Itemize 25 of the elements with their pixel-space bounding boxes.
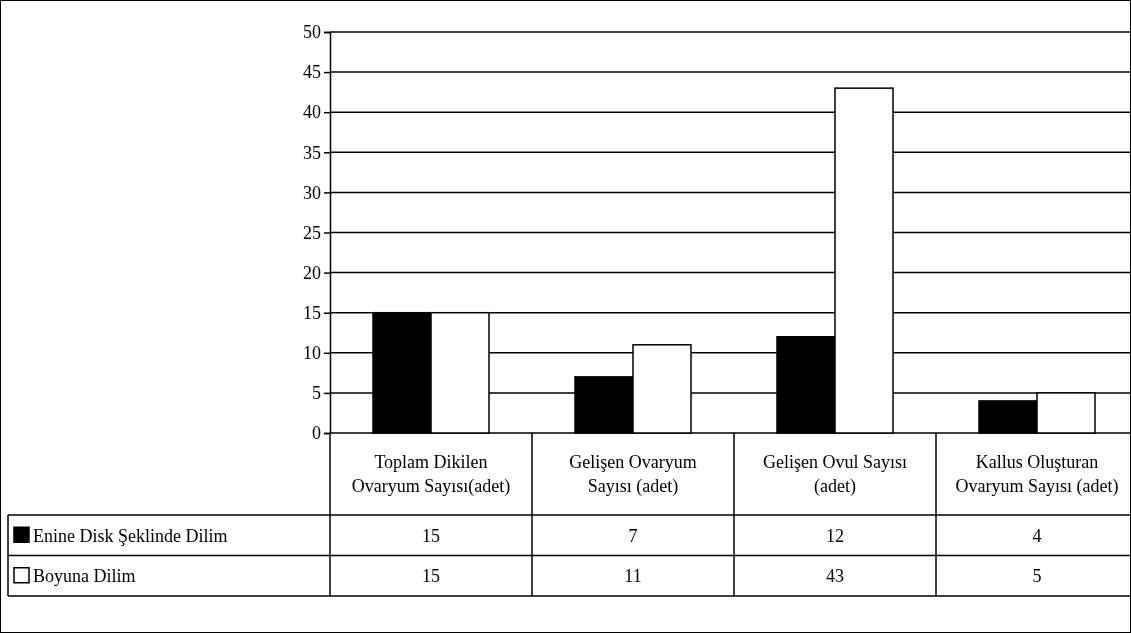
data-label: 4 bbox=[1032, 525, 1042, 546]
data-label: 12 bbox=[826, 525, 844, 546]
data-label: 15 bbox=[422, 566, 440, 587]
y-tick-label: 45 bbox=[303, 62, 321, 83]
legend-label: Enine Disk Şeklinde Dilim bbox=[33, 525, 228, 546]
y-tick-label: 10 bbox=[303, 343, 321, 364]
x-tick-label: Toplam Dikilen Ovaryum Sayısı(adet) bbox=[351, 452, 511, 498]
data-label: 11 bbox=[624, 566, 642, 587]
data-label: 15 bbox=[422, 525, 440, 546]
y-tick-label: 20 bbox=[303, 262, 321, 283]
legend-label: Boyuna Dilim bbox=[33, 566, 136, 587]
y-tick-label: 0 bbox=[312, 423, 321, 444]
y-tick-label: 15 bbox=[303, 302, 321, 323]
data-label: 43 bbox=[826, 566, 844, 587]
y-tick-label: 25 bbox=[303, 222, 321, 243]
x-tick-label: Kallus Oluşturan Ovaryum Sayısı (adet) bbox=[955, 452, 1119, 498]
x-tick-label: Gelişen Ovaryum Sayısı (adet) bbox=[569, 452, 697, 498]
x-tick-label: Gelişen Ovul Sayısı (adet) bbox=[763, 452, 907, 498]
y-tick-label: 50 bbox=[303, 22, 321, 43]
data-label: 7 bbox=[628, 525, 638, 546]
y-tick-label: 40 bbox=[303, 102, 321, 123]
data-label: 5 bbox=[1032, 566, 1042, 587]
y-tick-label: 35 bbox=[303, 142, 321, 163]
y-tick-label: 30 bbox=[303, 182, 321, 203]
y-tick-label: 5 bbox=[312, 383, 321, 404]
